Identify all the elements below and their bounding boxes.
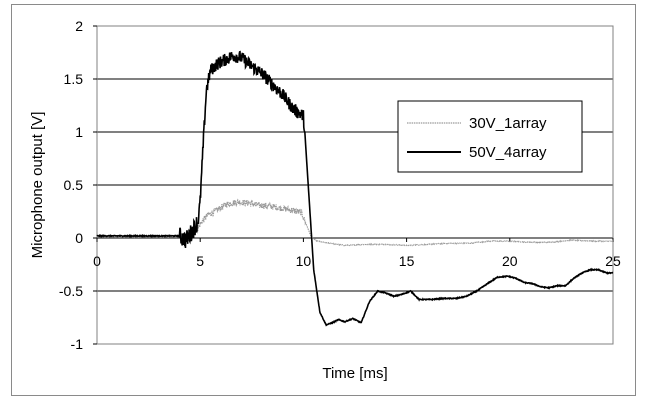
y-tick-label: 2 bbox=[75, 18, 83, 34]
x-axis-ticks: 0 5 10 15 20 25 bbox=[93, 238, 621, 269]
y-tick-label: 0.5 bbox=[64, 177, 84, 193]
legend-label-30v-1array: 30V_1array bbox=[469, 115, 547, 132]
x-tick-label: 10 bbox=[296, 253, 312, 269]
series-lines bbox=[96, 50, 614, 327]
legend-label-50v-4array: 50V_4array bbox=[469, 144, 547, 161]
y-tick-label: 0 bbox=[75, 230, 83, 246]
y-tick-label: -0.5 bbox=[59, 283, 83, 299]
chart-frame bbox=[11, 4, 636, 396]
series-line-30v-1array bbox=[96, 197, 613, 247]
x-axis-title: Time [ms] bbox=[322, 365, 387, 382]
series-line-50v-4array bbox=[96, 50, 614, 327]
legend-box bbox=[397, 100, 583, 173]
x-tick-label: 15 bbox=[399, 253, 415, 269]
y-tick-label: 1.5 bbox=[64, 71, 84, 87]
y-tick-label: -1 bbox=[71, 336, 84, 352]
x-tick-label: 25 bbox=[605, 253, 621, 269]
legend: 30V_1array 50V_4array bbox=[397, 100, 583, 173]
y-tick-label: 1 bbox=[75, 124, 83, 140]
x-tick-label: 20 bbox=[502, 253, 518, 269]
x-tick-label: 0 bbox=[93, 253, 101, 269]
x-tick-label: 5 bbox=[196, 253, 204, 269]
gridlines bbox=[97, 25, 613, 345]
y-axis-title: Microphone output [V] bbox=[29, 112, 46, 259]
y-axis-ticks: -1 -0.5 0 0.5 1 1.5 2 bbox=[59, 18, 97, 352]
